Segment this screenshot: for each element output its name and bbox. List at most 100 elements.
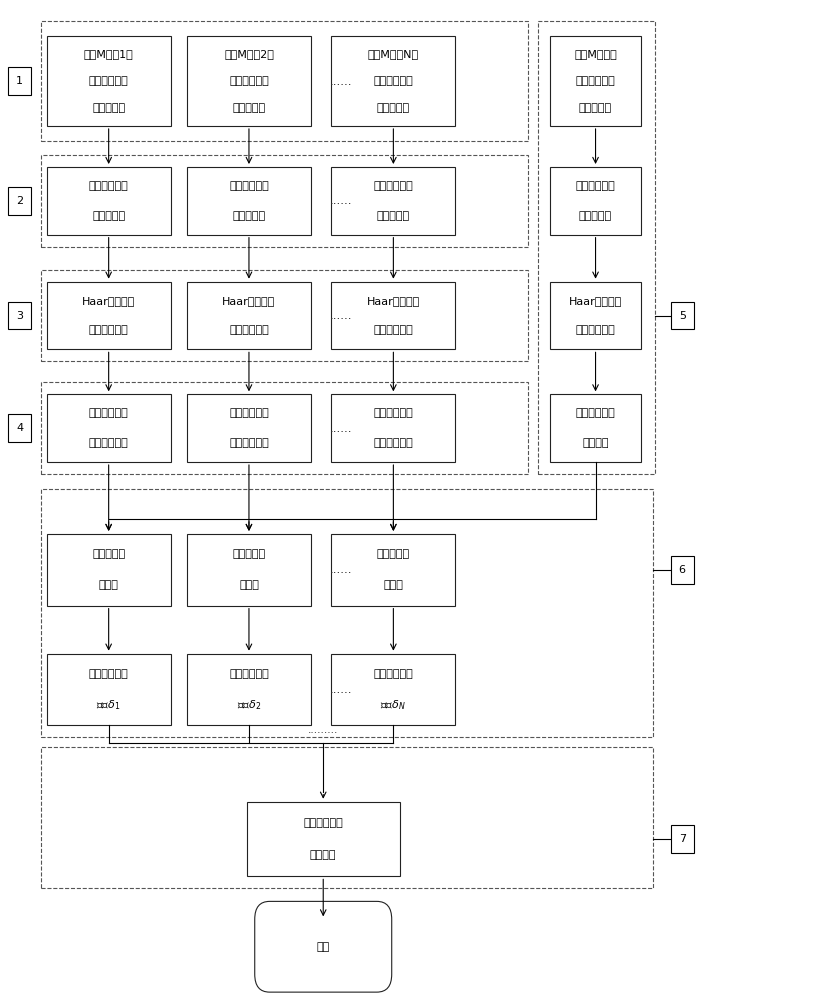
Text: ......: ...... — [330, 563, 352, 576]
FancyBboxPatch shape — [8, 67, 31, 95]
Text: 相关程度衡量: 相关程度衡量 — [88, 669, 128, 679]
Text: 压样本向量: 压样本向量 — [232, 103, 265, 113]
FancyBboxPatch shape — [187, 167, 310, 235]
FancyBboxPatch shape — [46, 654, 170, 725]
Text: 统计平均值: 统计平均值 — [376, 211, 409, 221]
FancyBboxPatch shape — [670, 302, 693, 329]
FancyBboxPatch shape — [46, 36, 170, 126]
FancyBboxPatch shape — [549, 167, 640, 235]
Text: 4: 4 — [16, 423, 23, 433]
Text: 持征因子提取: 持征因子提取 — [373, 438, 413, 448]
Text: 分析滤波器组: 分析滤波器组 — [88, 325, 128, 335]
FancyBboxPatch shape — [331, 36, 455, 126]
FancyBboxPatch shape — [331, 654, 455, 725]
FancyBboxPatch shape — [331, 394, 455, 462]
Text: 先验样本故障: 先验样本故障 — [373, 408, 413, 418]
Text: 7: 7 — [678, 834, 685, 844]
Text: 5: 5 — [678, 311, 685, 321]
Bar — [41, 270, 528, 361]
Text: Haar正交小波: Haar正交小波 — [568, 296, 621, 306]
FancyBboxPatch shape — [670, 556, 693, 584]
FancyBboxPatch shape — [331, 534, 455, 606]
Text: 2: 2 — [16, 196, 23, 206]
Text: ......: ...... — [330, 683, 352, 696]
Bar — [41, 21, 528, 141]
Text: 取样本向量的: 取样本向量的 — [229, 181, 269, 191]
FancyBboxPatch shape — [670, 825, 693, 853]
Bar — [41, 747, 653, 888]
Text: .........: ......... — [308, 725, 338, 735]
Text: Haar正交小波: Haar正交小波 — [222, 296, 275, 306]
Text: 求互相关系: 求互相关系 — [92, 549, 125, 559]
FancyBboxPatch shape — [187, 534, 310, 606]
Bar — [537, 21, 654, 474]
FancyBboxPatch shape — [549, 36, 640, 126]
FancyBboxPatch shape — [8, 187, 31, 215]
Text: 压样本向量: 压样本向量 — [376, 103, 409, 113]
Text: 求互相关系: 求互相关系 — [232, 549, 265, 559]
Text: 先验样本故障: 先验样本故障 — [229, 408, 269, 418]
Text: 故障模式下电: 故障模式下电 — [229, 76, 269, 86]
Text: ......: ...... — [330, 194, 352, 207]
Text: 求互相关系: 求互相关系 — [376, 549, 409, 559]
Text: 持征因子提取: 持征因子提取 — [88, 438, 128, 448]
Text: ......: ...... — [330, 309, 352, 322]
Text: 待测故障特征: 待测故障特征 — [575, 408, 614, 418]
Text: 压样本向量: 压样本向量 — [92, 103, 125, 113]
Text: 采集M组待测: 采集M组待测 — [573, 49, 616, 59]
Text: 3: 3 — [16, 311, 23, 321]
Text: 相关程度衡量: 相关程度衡量 — [373, 669, 413, 679]
Text: 参数$\delta_N$: 参数$\delta_N$ — [380, 698, 406, 712]
FancyBboxPatch shape — [8, 414, 31, 442]
FancyBboxPatch shape — [46, 394, 170, 462]
Text: 因子提取: 因子提取 — [581, 438, 608, 448]
Text: ......: ...... — [330, 422, 352, 435]
Text: 结束: 结束 — [316, 942, 329, 952]
Text: 取样本向量的: 取样本向量的 — [373, 181, 413, 191]
FancyBboxPatch shape — [187, 394, 310, 462]
FancyBboxPatch shape — [46, 282, 170, 349]
Text: Haar正交小波: Haar正交小波 — [366, 296, 419, 306]
FancyBboxPatch shape — [331, 282, 455, 349]
Text: 数矩阵: 数矩阵 — [239, 580, 259, 590]
FancyBboxPatch shape — [187, 282, 310, 349]
Bar — [41, 382, 528, 474]
FancyBboxPatch shape — [187, 36, 310, 126]
Text: 统计平均值: 统计平均值 — [578, 211, 611, 221]
Text: 故障模式下电: 故障模式下电 — [575, 76, 614, 86]
Text: 采集M组第1类: 采集M组第1类 — [84, 49, 133, 59]
Text: 参数$\delta_2$: 参数$\delta_2$ — [237, 698, 261, 712]
Text: 采集M组第2类: 采集M组第2类 — [224, 49, 274, 59]
FancyBboxPatch shape — [187, 654, 310, 725]
FancyBboxPatch shape — [46, 534, 170, 606]
FancyBboxPatch shape — [549, 394, 640, 462]
Text: 持征因子提取: 持征因子提取 — [229, 438, 269, 448]
FancyBboxPatch shape — [549, 282, 640, 349]
Text: 统计平均值: 统计平均值 — [92, 211, 125, 221]
Bar — [41, 489, 653, 737]
FancyBboxPatch shape — [255, 901, 391, 992]
Text: 故障模式下电: 故障模式下电 — [88, 76, 128, 86]
Text: 数矩阵: 数矩阵 — [383, 580, 403, 590]
Text: 统计平均值: 统计平均值 — [232, 211, 265, 221]
Text: 采集M组第N类: 采集M组第N类 — [367, 49, 418, 59]
FancyBboxPatch shape — [246, 802, 399, 876]
Text: 相关程度衡量: 相关程度衡量 — [229, 669, 269, 679]
Text: Haar正交小波: Haar正交小波 — [82, 296, 135, 306]
FancyBboxPatch shape — [46, 167, 170, 235]
Text: 6: 6 — [678, 565, 685, 575]
Text: 取样本向量的: 取样本向量的 — [88, 181, 128, 191]
Text: 分析滤波器组: 分析滤波器组 — [373, 325, 413, 335]
Bar — [41, 155, 528, 247]
Text: 比较，并输出: 比较，并输出 — [303, 818, 342, 828]
Text: 分析滤波器组: 分析滤波器组 — [229, 325, 269, 335]
Text: 压测量向量: 压测量向量 — [578, 103, 611, 113]
Text: 参数$\delta_1$: 参数$\delta_1$ — [96, 698, 121, 712]
Text: 分析滤波器组: 分析滤波器组 — [575, 325, 614, 335]
Text: 先验样本故障: 先验样本故障 — [88, 408, 128, 418]
Text: 故障模式下电: 故障模式下电 — [373, 76, 413, 86]
Text: 1: 1 — [16, 76, 23, 86]
Text: 取测量向量的: 取测量向量的 — [575, 181, 614, 191]
Text: 数矩阵: 数矩阵 — [98, 580, 118, 590]
Text: ......: ...... — [330, 75, 352, 88]
